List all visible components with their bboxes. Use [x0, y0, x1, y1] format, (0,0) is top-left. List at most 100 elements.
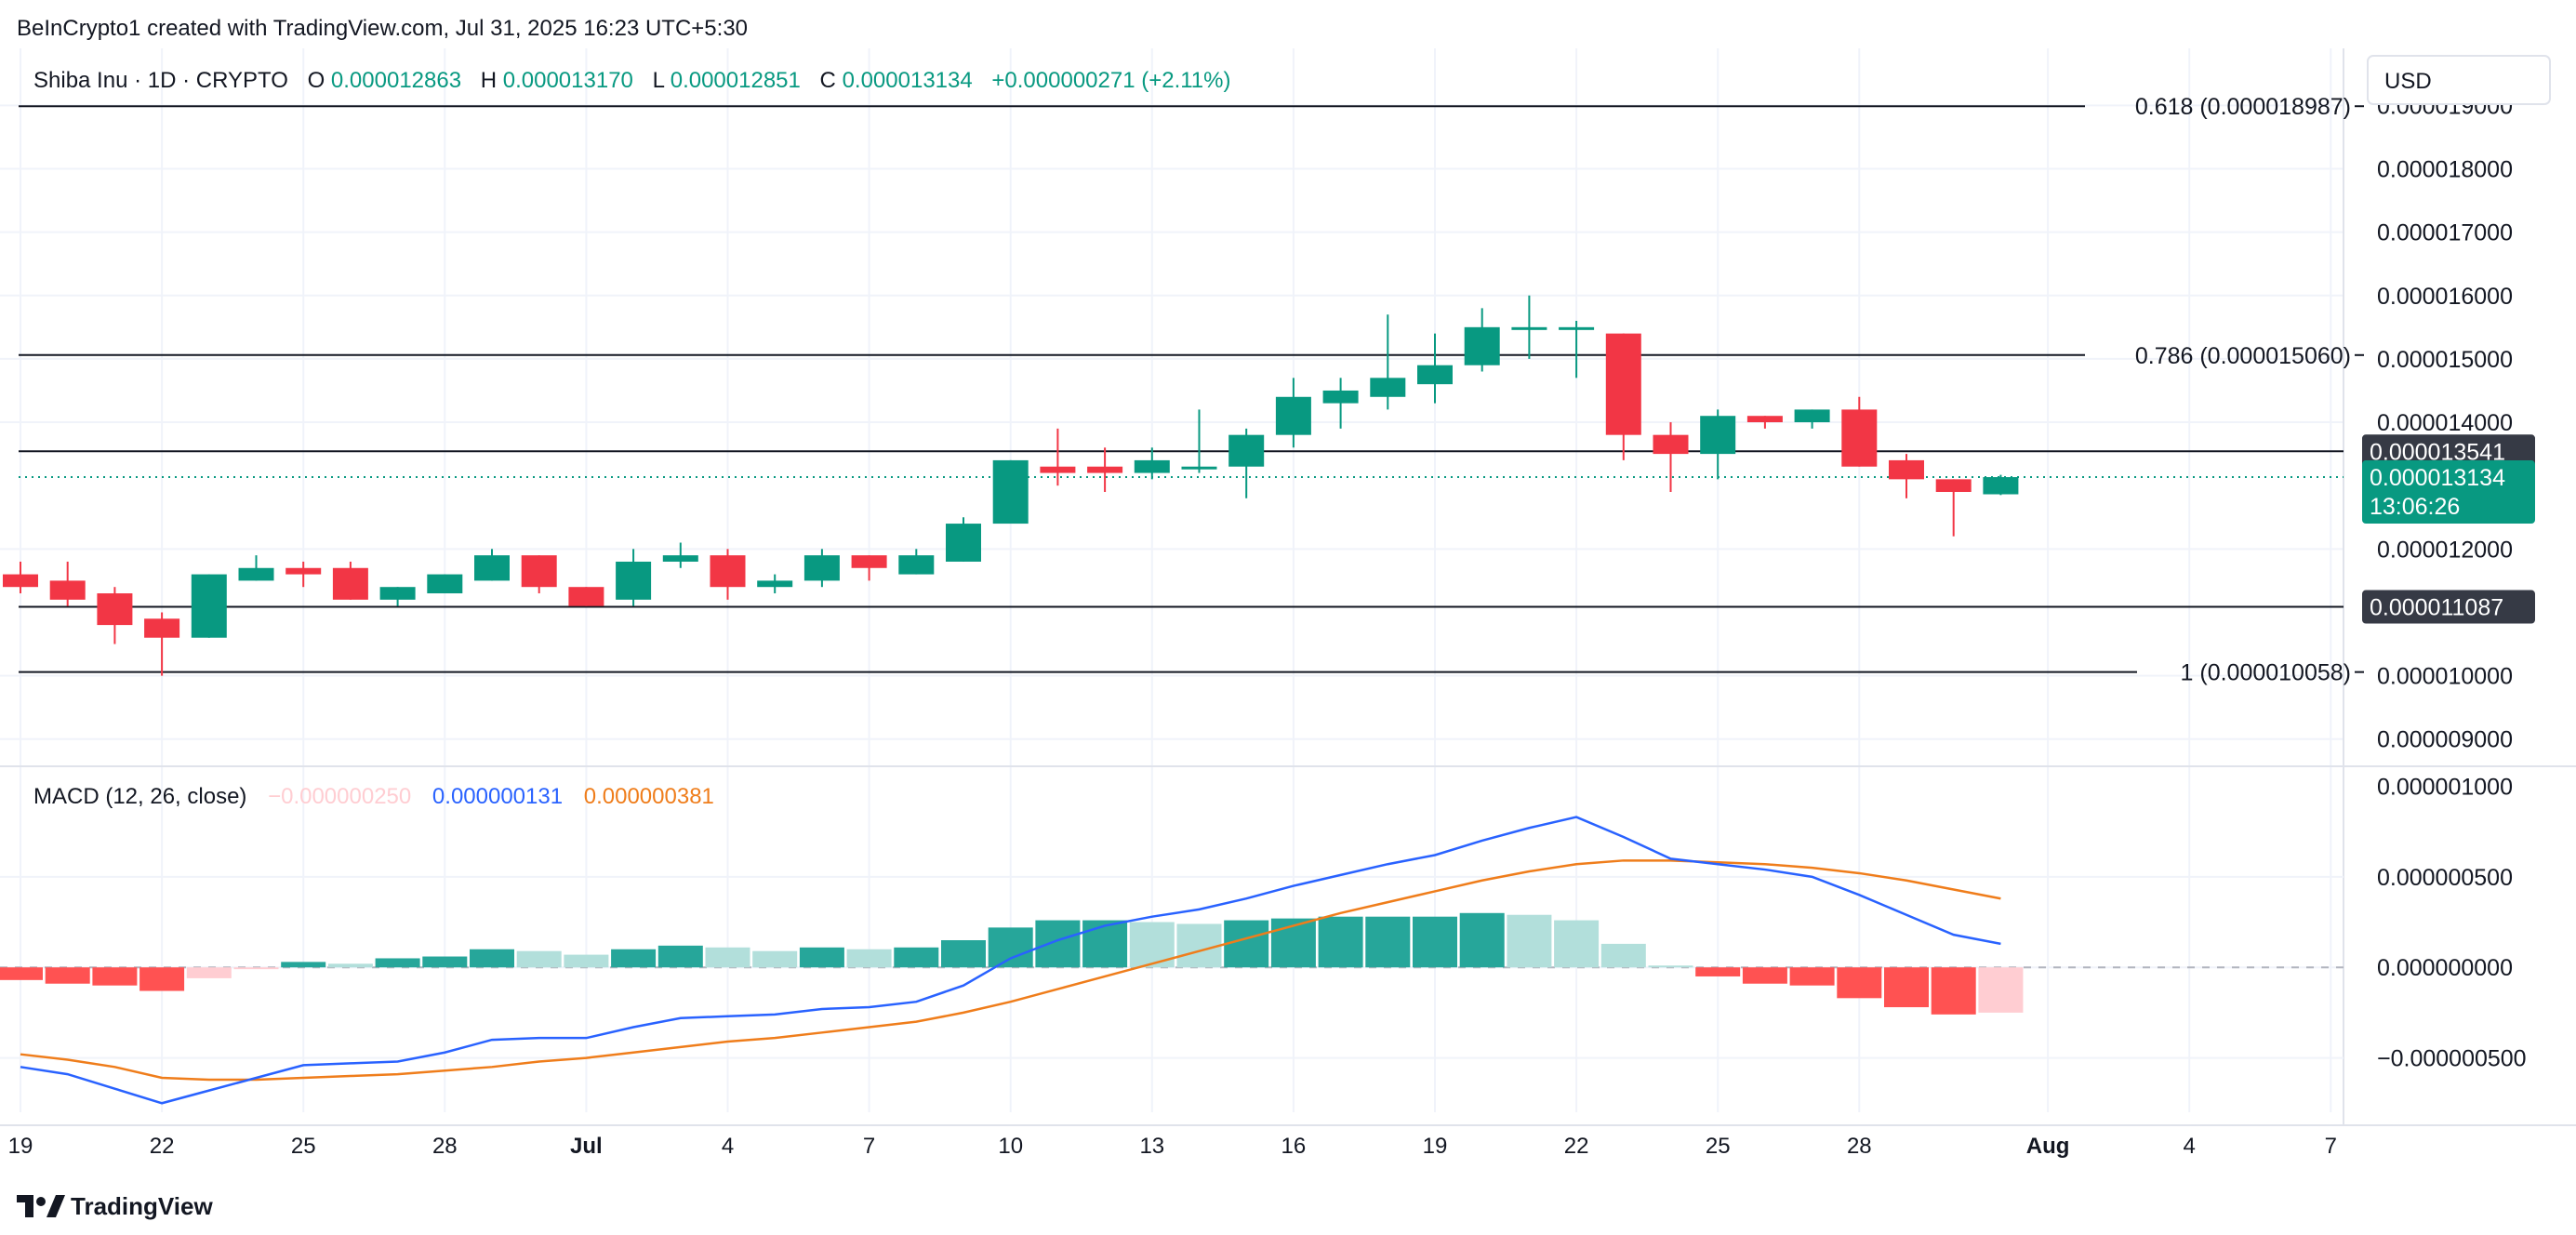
- candle[interactable]: [1746, 416, 1783, 429]
- macd-histogram-bar: [894, 947, 939, 968]
- candle-body: [1935, 479, 1972, 492]
- macd-histogram-bar: [1035, 920, 1081, 968]
- candle[interactable]: [238, 555, 274, 581]
- candle[interactable]: [1464, 308, 1500, 372]
- candle[interactable]: [521, 555, 557, 594]
- candle[interactable]: [379, 587, 416, 606]
- price-pane[interactable]: 0.618 (0.000018987) 0.786 (0.000015060) 1 …: [3, 94, 2535, 686]
- candle[interactable]: [1983, 474, 2019, 496]
- candle-body: [379, 587, 416, 600]
- candle[interactable]: [332, 561, 368, 600]
- macd-histogram-bar: [1224, 920, 1269, 968]
- macd-histogram-bar: [327, 963, 373, 968]
- candle[interactable]: [144, 612, 180, 676]
- candle-body: [1040, 466, 1076, 473]
- candle[interactable]: [1322, 378, 1359, 429]
- candle[interactable]: [803, 549, 840, 588]
- currency-label: USD: [2384, 69, 2432, 94]
- macd-histogram-bar: [1931, 967, 1976, 1015]
- time-axis-label: 7: [2325, 1134, 2337, 1159]
- macd-histogram-bar: [92, 967, 138, 986]
- currency-button[interactable]: USD: [2367, 55, 2551, 105]
- candle[interactable]: [1841, 396, 1878, 467]
- candle[interactable]: [1040, 428, 1076, 486]
- candle[interactable]: [851, 555, 887, 581]
- candle-body: [568, 587, 604, 606]
- candle[interactable]: [1511, 295, 1547, 359]
- macd-signal-line: [20, 859, 2001, 1082]
- horizontal-level-badge: [2362, 590, 2535, 624]
- time-axis-label: 28: [1847, 1134, 1872, 1159]
- candle[interactable]: [97, 587, 133, 644]
- tradingview-logo[interactable]: TradingView: [17, 1192, 213, 1220]
- candle[interactable]: [474, 549, 510, 581]
- candle-body: [1275, 396, 1311, 435]
- candle[interactable]: [757, 574, 793, 594]
- candle-body: [1746, 416, 1783, 423]
- candle[interactable]: [710, 549, 746, 600]
- candle[interactable]: [1134, 447, 1170, 480]
- candle-body: [1511, 326, 1547, 330]
- macd-pane[interactable]: [0, 816, 2344, 1105]
- candle-body: [803, 555, 840, 581]
- candle[interactable]: [946, 517, 981, 562]
- candle[interactable]: [1417, 333, 1453, 404]
- candle-body: [521, 555, 557, 588]
- candle[interactable]: [191, 574, 227, 638]
- candle[interactable]: [616, 549, 652, 606]
- candle[interactable]: [1181, 409, 1217, 473]
- macd-histogram-bar: [1554, 920, 1600, 968]
- candle[interactable]: [1794, 409, 1830, 429]
- candle[interactable]: [1275, 378, 1311, 448]
- macd-histogram-bar: [470, 949, 514, 968]
- candle-body: [238, 567, 274, 581]
- price-axis-label: 0.000018000: [2377, 156, 2513, 182]
- candle[interactable]: [1370, 314, 1406, 410]
- candle[interactable]: [1700, 409, 1736, 480]
- candle[interactable]: [285, 561, 322, 588]
- macd-legend: MACD (12, 26, close) −0.000000250 0.0000…: [33, 784, 714, 809]
- candle[interactable]: [1228, 428, 1265, 498]
- candle-body: [1889, 459, 1924, 480]
- candle-body: [285, 567, 322, 575]
- candle[interactable]: [427, 574, 463, 594]
- candle-body: [1464, 326, 1500, 365]
- macd-histogram-bar: [941, 940, 986, 968]
- candle[interactable]: [1653, 422, 1689, 492]
- close-value: 0.000013134: [843, 68, 973, 93]
- candle[interactable]: [568, 587, 604, 606]
- macd-histogram-bar: [281, 962, 326, 968]
- candle[interactable]: [1559, 321, 1595, 378]
- current-price-badge: [2362, 460, 2535, 525]
- fib-level-label: 0.786 (0.000015060): [2135, 343, 2351, 369]
- candle[interactable]: [49, 561, 86, 606]
- candle[interactable]: [1605, 333, 1641, 460]
- candle-body: [332, 567, 368, 600]
- macd-histogram-bar: [752, 950, 798, 968]
- candle-body: [898, 555, 935, 575]
- candle[interactable]: [898, 549, 935, 575]
- macd-histogram-bar: [1789, 967, 1835, 986]
- candle-body: [1181, 466, 1217, 470]
- candle-body: [1605, 333, 1641, 435]
- price-axis-label: 0.000012000: [2377, 537, 2513, 563]
- macd-histogram-bar: [1318, 916, 1363, 968]
- macd-histogram-bar: [0, 967, 43, 980]
- macd-histogram-bar: [1884, 967, 1929, 1008]
- macd-histogram-bar: [45, 967, 90, 984]
- axes: 19 22 25 28 Jul 4 7 10 13 16 19 22 25 28 Aug 4 70.000019…: [8, 93, 2527, 1159]
- macd-histogram-bar: [233, 967, 279, 970]
- candle[interactable]: [662, 542, 698, 568]
- candle[interactable]: [1935, 479, 1972, 537]
- candle[interactable]: [1889, 454, 1924, 498]
- candle-body: [1370, 378, 1406, 397]
- candle[interactable]: [3, 561, 38, 594]
- candle[interactable]: [992, 459, 1029, 525]
- candle-body: [474, 555, 510, 581]
- symbol-name: Shiba Inu · 1D · CRYPTO: [33, 68, 288, 93]
- candle-body: [1653, 434, 1689, 455]
- candle[interactable]: [1087, 447, 1123, 492]
- candle-body: [710, 555, 746, 588]
- macd-histogram-bar: [1413, 916, 1457, 968]
